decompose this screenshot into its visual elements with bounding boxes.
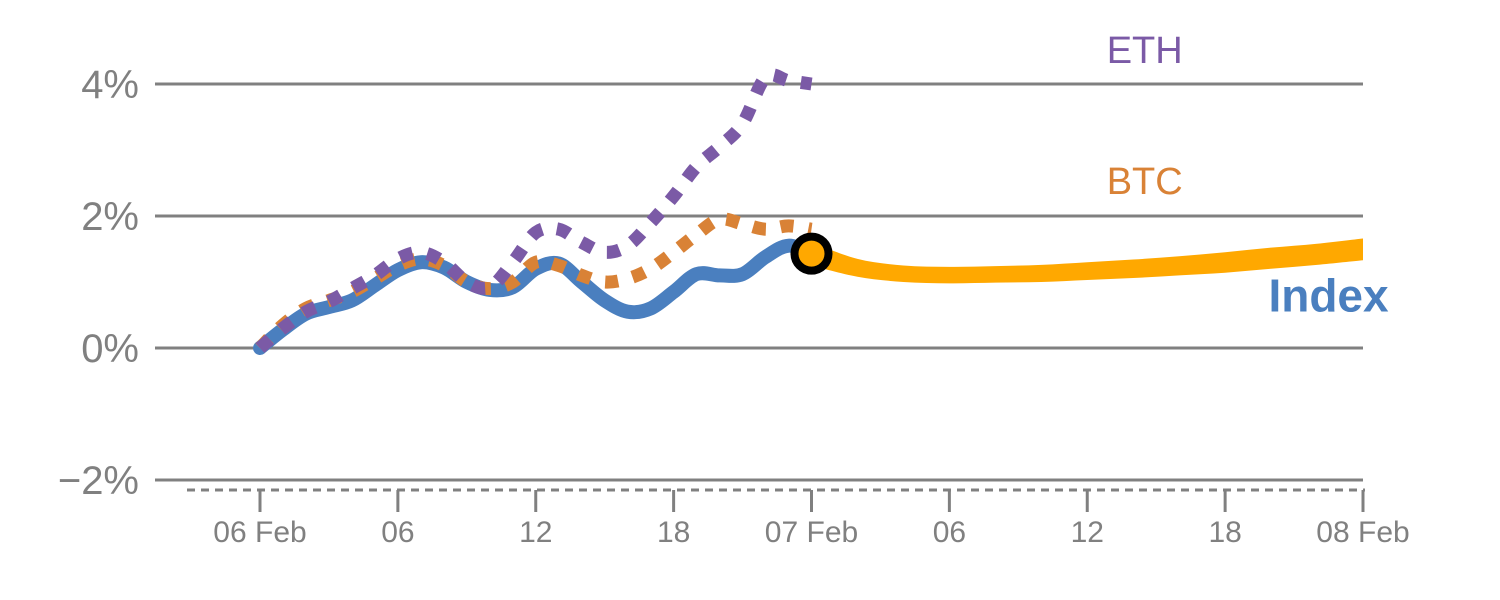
current-value-marker[interactable]: [790, 232, 833, 275]
forecast-band-group: [811, 238, 1363, 284]
x-axis-label-3: 18: [657, 516, 690, 549]
series-annotation-index: Index: [1268, 270, 1389, 322]
series-line-eth: [255, 68, 813, 353]
series-line-btc: [255, 212, 813, 353]
gridlines-group: [177, 82, 1365, 492]
x-axis-label-1: 06: [381, 516, 414, 549]
y-axis-labels-group: 4% 2% 0% −2%: [58, 63, 139, 503]
x-axis-label-4: 07 Feb: [765, 516, 858, 549]
x-axis-label-0: 06 Feb: [213, 516, 306, 549]
x-axis-label-5: 06: [933, 516, 966, 549]
y-axis-label-1: 2%: [81, 195, 139, 239]
y-axis-label-2: 0%: [81, 327, 139, 371]
x-axis-labels-group: 06 Feb 06 12 18 07 Feb 06 12 18 08 Feb: [213, 516, 1409, 549]
y-axis-label-3: −2%: [58, 459, 139, 503]
x-axis-label-7: 18: [1208, 516, 1241, 549]
x-axis-label-8: 08 Feb: [1316, 516, 1409, 549]
tickmarks-group: [155, 82, 1365, 512]
series-annotations-group: ETH BTC Index: [1107, 30, 1389, 322]
series-annotation-btc: BTC: [1107, 161, 1183, 203]
forecast-band: [811, 238, 1363, 284]
series-lines-group: [253, 68, 819, 355]
x-axis-label-6: 12: [1071, 516, 1104, 549]
current-value-dot[interactable]: [790, 232, 833, 275]
x-axis-label-2: 12: [519, 516, 552, 549]
series-annotation-eth: ETH: [1107, 30, 1183, 72]
y-axis-label-0: 4%: [81, 63, 139, 107]
